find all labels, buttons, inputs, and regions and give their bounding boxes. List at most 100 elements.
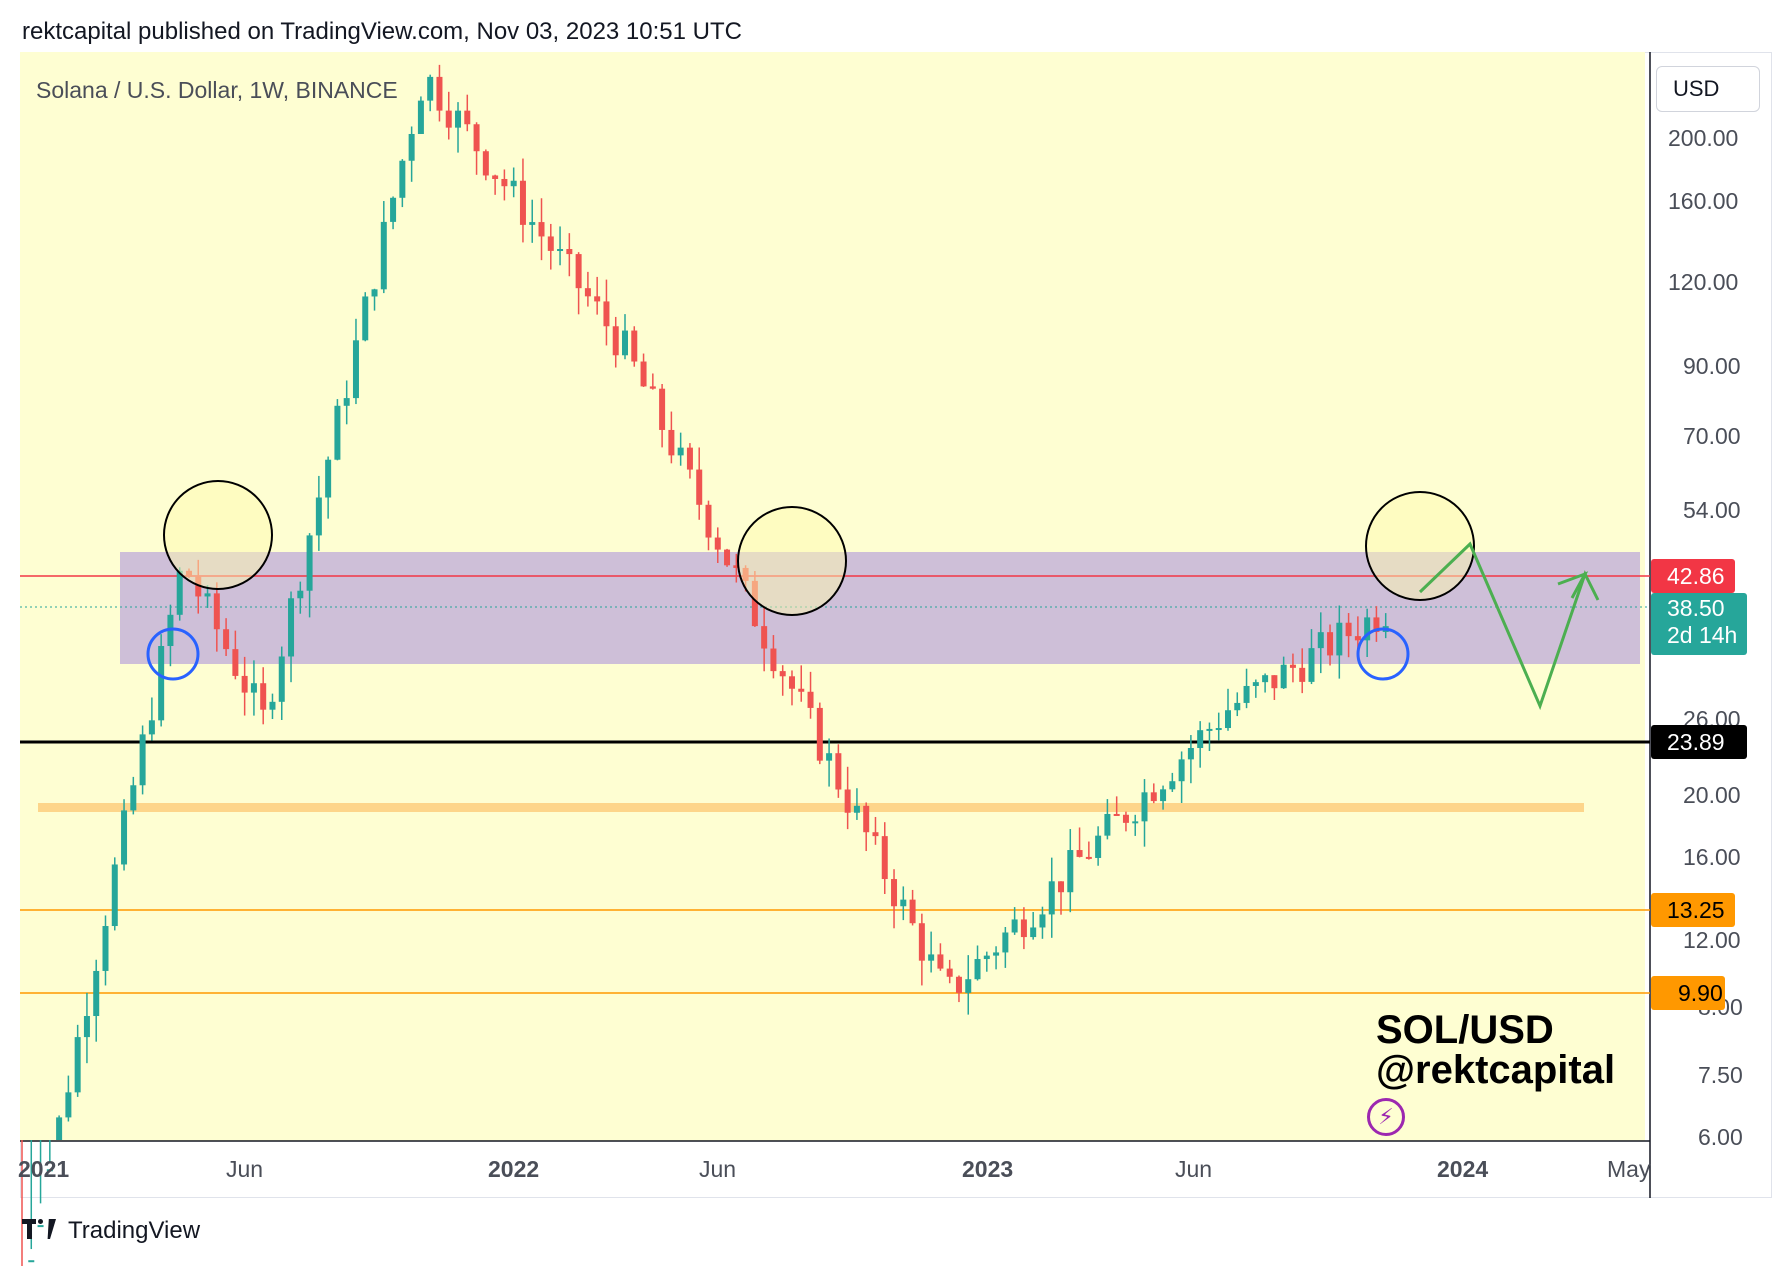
candle-body: [1020, 919, 1027, 938]
candle-body: [835, 753, 842, 790]
candle-body: [176, 570, 183, 615]
candle-body: [121, 810, 128, 865]
currency-button[interactable]: USD: [1656, 66, 1760, 112]
y-tick: 200.00: [1668, 125, 1738, 151]
candle-body: [139, 734, 146, 786]
candle-body: [445, 110, 452, 128]
candle-body: [668, 429, 675, 456]
candle-body: [37, 1225, 44, 1228]
x-label: 2022: [488, 1156, 539, 1182]
price-label-support-orange: 13.25: [1667, 897, 1725, 923]
y-tick: 20.00: [1683, 782, 1741, 808]
candle-body: [918, 923, 925, 961]
candle-body: [158, 646, 165, 721]
candle-body: [603, 301, 610, 327]
candle-body: [1150, 792, 1157, 802]
candle-body: [46, 1169, 53, 1172]
candle-body: [881, 836, 888, 880]
candle-body: [788, 676, 795, 689]
candle-body: [241, 675, 248, 693]
lightning-bolt-icon[interactable]: ⚡: [1367, 1098, 1405, 1136]
y-tick: 120.00: [1668, 269, 1738, 295]
candle-body: [297, 590, 304, 599]
candle-body: [1039, 914, 1046, 928]
y-tick: 160.00: [1668, 188, 1738, 214]
candle-body: [1002, 932, 1009, 953]
candle-body: [1234, 702, 1241, 711]
candle-body: [56, 1117, 63, 1140]
x-label: Jun: [226, 1156, 263, 1182]
candle-body: [492, 175, 499, 179]
candle-body: [863, 805, 870, 833]
candle-body: [677, 447, 684, 456]
candle-body: [686, 447, 693, 470]
price-labels: 42.86 38.50 2d 14h 23.89 13.25 9.90: [1651, 559, 1747, 1010]
candle-body: [1327, 632, 1334, 656]
price-label-current: 38.50: [1667, 595, 1725, 621]
retest-circle-1: [146, 627, 200, 681]
candle-body: [993, 952, 1000, 956]
candle-body: [1197, 730, 1204, 749]
candle-body: [408, 133, 415, 161]
price-label-bg-black: [1651, 725, 1747, 759]
candle-body: [250, 683, 257, 693]
candle-body: [417, 100, 424, 134]
candle-body: [362, 296, 369, 341]
candle-body: [1095, 835, 1102, 858]
candle-body: [436, 76, 443, 111]
price-label-bg-green: [1651, 593, 1747, 655]
candle-body: [557, 249, 564, 252]
candle-body: [696, 469, 703, 505]
candle-body: [844, 789, 851, 813]
highlight-circle-1: [163, 480, 273, 590]
candle-body: [334, 405, 341, 460]
candle-body: [575, 254, 582, 289]
candle-body: [538, 222, 545, 237]
candle-body: [1299, 667, 1306, 682]
candle-body: [232, 649, 239, 676]
tradingview-brand[interactable]: TradingView: [22, 1217, 200, 1245]
candle-body: [1058, 881, 1065, 893]
watermark-line-1: SOL/USD: [1376, 1008, 1554, 1052]
candle-body: [1067, 850, 1074, 893]
candle-body: [325, 459, 332, 498]
x-label: 2024: [1437, 1156, 1488, 1182]
candle-body: [455, 110, 462, 128]
candle-body: [1076, 850, 1083, 857]
candle-body: [779, 671, 786, 677]
candle-body: [928, 954, 935, 961]
candle-body: [1280, 664, 1287, 689]
candle-body: [612, 326, 619, 356]
candle-body: [1354, 636, 1361, 641]
price-label-bg-orange-low: [1651, 976, 1725, 1010]
tradingview-logo-icon: [22, 1219, 60, 1243]
y-tick: 54.00: [1683, 497, 1741, 523]
candle-body: [501, 178, 508, 187]
x-label: 2021: [18, 1156, 69, 1182]
y-tick: 70.00: [1683, 423, 1741, 449]
candle-body: [28, 1260, 35, 1263]
candle-body: [900, 899, 907, 907]
candle-body: [631, 330, 638, 362]
candle-body: [1243, 685, 1250, 703]
candle-body: [352, 340, 359, 399]
x-axis-labels: 2021 Jun 2022 Jun 2023 Jun 2024 May: [18, 1156, 1651, 1182]
candle-body: [705, 504, 712, 538]
price-label-resistance: 42.86: [1667, 563, 1725, 589]
candle-body: [724, 549, 731, 566]
retest-circle-2: [1356, 627, 1410, 681]
candle-body: [130, 785, 137, 811]
candle-body: [965, 979, 972, 993]
candle-body: [974, 959, 981, 980]
price-label-support-black: 23.89: [1667, 729, 1725, 755]
candle-body: [519, 180, 526, 225]
candle-body: [148, 720, 155, 735]
x-label: May: [1607, 1156, 1651, 1182]
price-label-bg-orange: [1651, 893, 1735, 927]
candle-body: [937, 954, 944, 969]
candle-body: [390, 197, 397, 222]
candle-body: [204, 593, 211, 597]
candle-body: [1252, 682, 1259, 686]
candle-body: [1336, 622, 1343, 656]
